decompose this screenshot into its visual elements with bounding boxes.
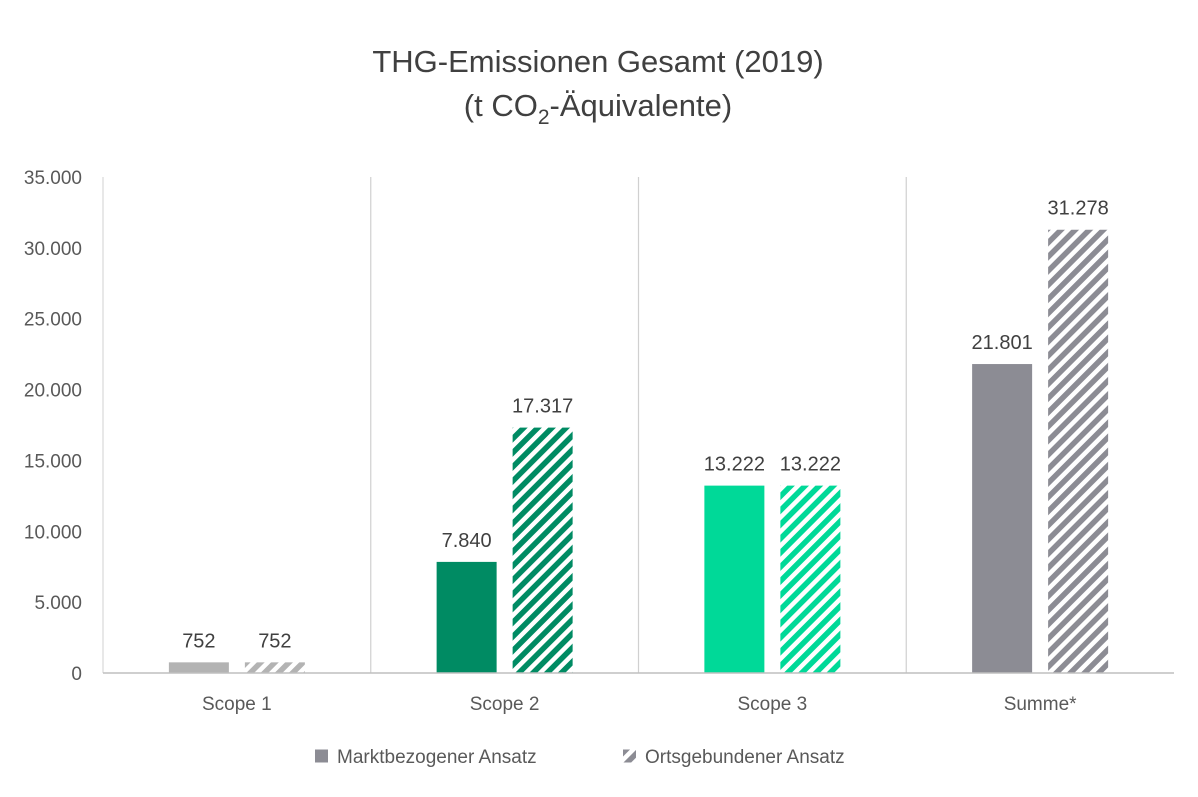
y-tick-label: 20.000	[24, 381, 82, 402]
chart-title: THG-Emissionen Gesamt (2019)	[372, 44, 823, 79]
y-tick-label: 25.000	[24, 310, 82, 331]
data-label: 752	[182, 630, 215, 652]
legend-swatch-ortsgebundener-ansatz	[623, 749, 636, 763]
y-tick-label: 0	[71, 664, 82, 685]
bar-summe-marktbezogener-ansatz	[972, 364, 1033, 673]
bar-scope-3-ortsgebundener-ansatz	[780, 485, 841, 673]
y-tick-label: 15.000	[24, 451, 82, 472]
data-label: 7.840	[442, 530, 492, 552]
data-label: 17.317	[512, 396, 573, 418]
legend-swatch-marktbezogener-ansatz	[315, 749, 328, 763]
plot-area: 0 5.000 10.000 15.000 20.000 25.000 30.000 35.0…	[24, 168, 1174, 715]
legend-label: Marktbezogener Ansatz	[337, 747, 537, 768]
bar-scope-1-marktbezogener-ansatz	[168, 662, 229, 673]
y-tick-label: 35.000	[24, 168, 82, 189]
bar-scope-3-marktbezogener-ansatz	[704, 485, 765, 673]
legend: Marktbezogener Ansatz Ortsgebundener Ansa…	[315, 747, 845, 768]
bar-summe-ortsgebundener-ansatz	[1048, 229, 1109, 673]
legend-label: Ortsgebundener Ansatz	[645, 747, 845, 768]
bar-scope-2-ortsgebundener-ansatz	[512, 427, 573, 673]
data-label: 21.801	[972, 332, 1033, 354]
bar-scope-2-marktbezogener-ansatz	[436, 561, 497, 673]
y-tick-label: 5.000	[34, 593, 82, 614]
y-tick-label: 30.000	[24, 239, 82, 260]
x-tick-label: Scope 1	[202, 694, 272, 715]
x-tick-label: Summe*	[1004, 694, 1077, 715]
data-label: 31.278	[1048, 198, 1109, 220]
data-label: 13.222	[704, 454, 765, 476]
x-tick-label: Scope 3	[738, 694, 808, 715]
y-tick-label: 10.000	[24, 522, 82, 543]
data-label: 13.222	[780, 454, 841, 476]
chart-subtitle: (t CO2-Äquivalente)	[464, 88, 732, 129]
data-label: 752	[258, 630, 291, 652]
bar-scope-1-ortsgebundener-ansatz	[244, 662, 305, 673]
x-tick-label: Scope 2	[470, 694, 540, 715]
